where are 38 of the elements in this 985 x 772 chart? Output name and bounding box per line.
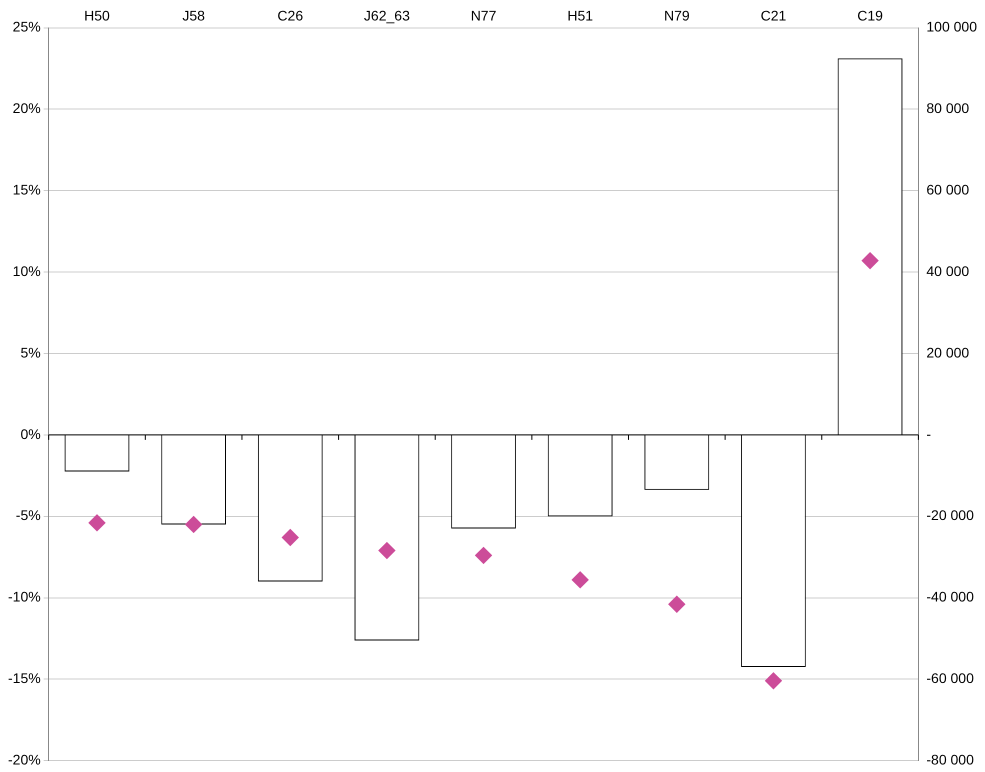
x-tick-label: C19 [857, 7, 884, 24]
y-tick-label: 5% [20, 344, 41, 360]
y-tick-label: 10% [12, 262, 41, 279]
y-tick-label: -20% [8, 751, 41, 768]
x-tick-label: C21 [760, 7, 786, 24]
y2-tick-label: 40 000 [926, 262, 970, 279]
point [764, 672, 782, 690]
point [378, 542, 396, 560]
point [282, 529, 299, 546]
point [572, 571, 589, 588]
x-tick-label: J58 [182, 7, 206, 24]
x-tick-label: N79 [664, 7, 690, 24]
y-tick-label: -5% [16, 507, 41, 524]
y2-tick-label: - [926, 426, 932, 442]
point [185, 516, 202, 533]
y-tick-label: 25% [12, 18, 41, 35]
y-tick-label: 15% [12, 182, 41, 198]
y2-tick-label: 80 000 [926, 100, 970, 116]
x-tick-label: J62_63 [364, 7, 410, 24]
x-tick-label: H51 [567, 7, 594, 24]
point [475, 546, 492, 564]
point [668, 596, 686, 613]
x-tick-label: C26 [277, 7, 304, 24]
y-tick-label: -15% [8, 670, 41, 686]
y2-tick-label: -20 000 [926, 507, 974, 524]
y2-tick-label: -80 000 [926, 751, 974, 768]
y-tick-label: 0% [20, 426, 41, 442]
point [88, 514, 106, 532]
y2-tick-label: 60 000 [926, 182, 970, 198]
point [862, 252, 879, 270]
x-tick-label: H50 [84, 7, 110, 24]
y2-tick-label: 100 000 [926, 18, 978, 35]
y2-tick-label: 20 000 [926, 344, 970, 360]
y-tick-label: 20% [12, 100, 41, 116]
y2-tick-label: -60 000 [926, 670, 974, 686]
x-tick-label: N77 [470, 7, 497, 24]
y2-tick-label: -40 000 [926, 588, 974, 605]
y-tick-label: -10% [8, 588, 41, 605]
